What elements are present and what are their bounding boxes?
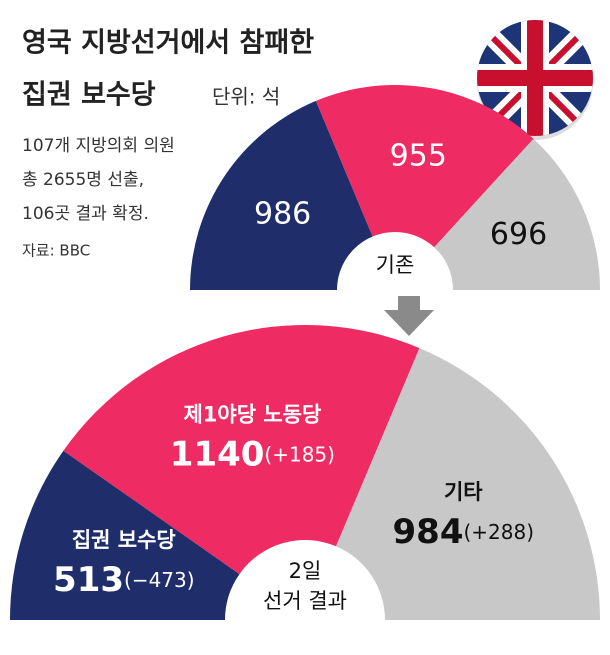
- category-label: 집권 보수당: [72, 528, 176, 552]
- value-label: 986: [254, 197, 311, 232]
- center-label: 2일: [289, 559, 322, 583]
- segment: [434, 138, 600, 290]
- value: 1140: [170, 434, 265, 474]
- segment: [63, 325, 420, 575]
- change-label: (−473): [124, 567, 195, 591]
- unit: 단위: 석: [212, 85, 280, 109]
- note: 107개 지방의회 의원: [22, 136, 175, 156]
- segment: [190, 100, 373, 290]
- category-label: 기타: [444, 480, 483, 504]
- value-label: 984(+288): [393, 511, 535, 551]
- segment: [10, 450, 240, 620]
- note: 106곳 결과 확정.: [22, 204, 149, 224]
- category-label: 제1야당 노동당: [183, 402, 321, 426]
- change-label: (+185): [264, 442, 335, 466]
- title: 집권 보수당: [22, 80, 156, 111]
- note: 총 2655명 선출,: [22, 170, 144, 190]
- note: 자료: BBC: [22, 242, 90, 260]
- value-label: 955: [390, 139, 447, 174]
- value: 984: [393, 511, 464, 551]
- arrow: [384, 296, 434, 336]
- value-label: 1140(+185): [170, 434, 335, 474]
- change-label: (+288): [464, 519, 535, 543]
- center-label: 기존: [376, 253, 415, 277]
- value: 513: [53, 559, 124, 599]
- value-label: 696: [490, 217, 547, 252]
- segment: [336, 348, 600, 620]
- center-label: 선거 결과: [263, 589, 347, 613]
- title: 영국 지방선거에서 참패한: [22, 28, 314, 59]
- segment: [315, 85, 534, 248]
- value-label: 513(−473): [53, 559, 195, 599]
